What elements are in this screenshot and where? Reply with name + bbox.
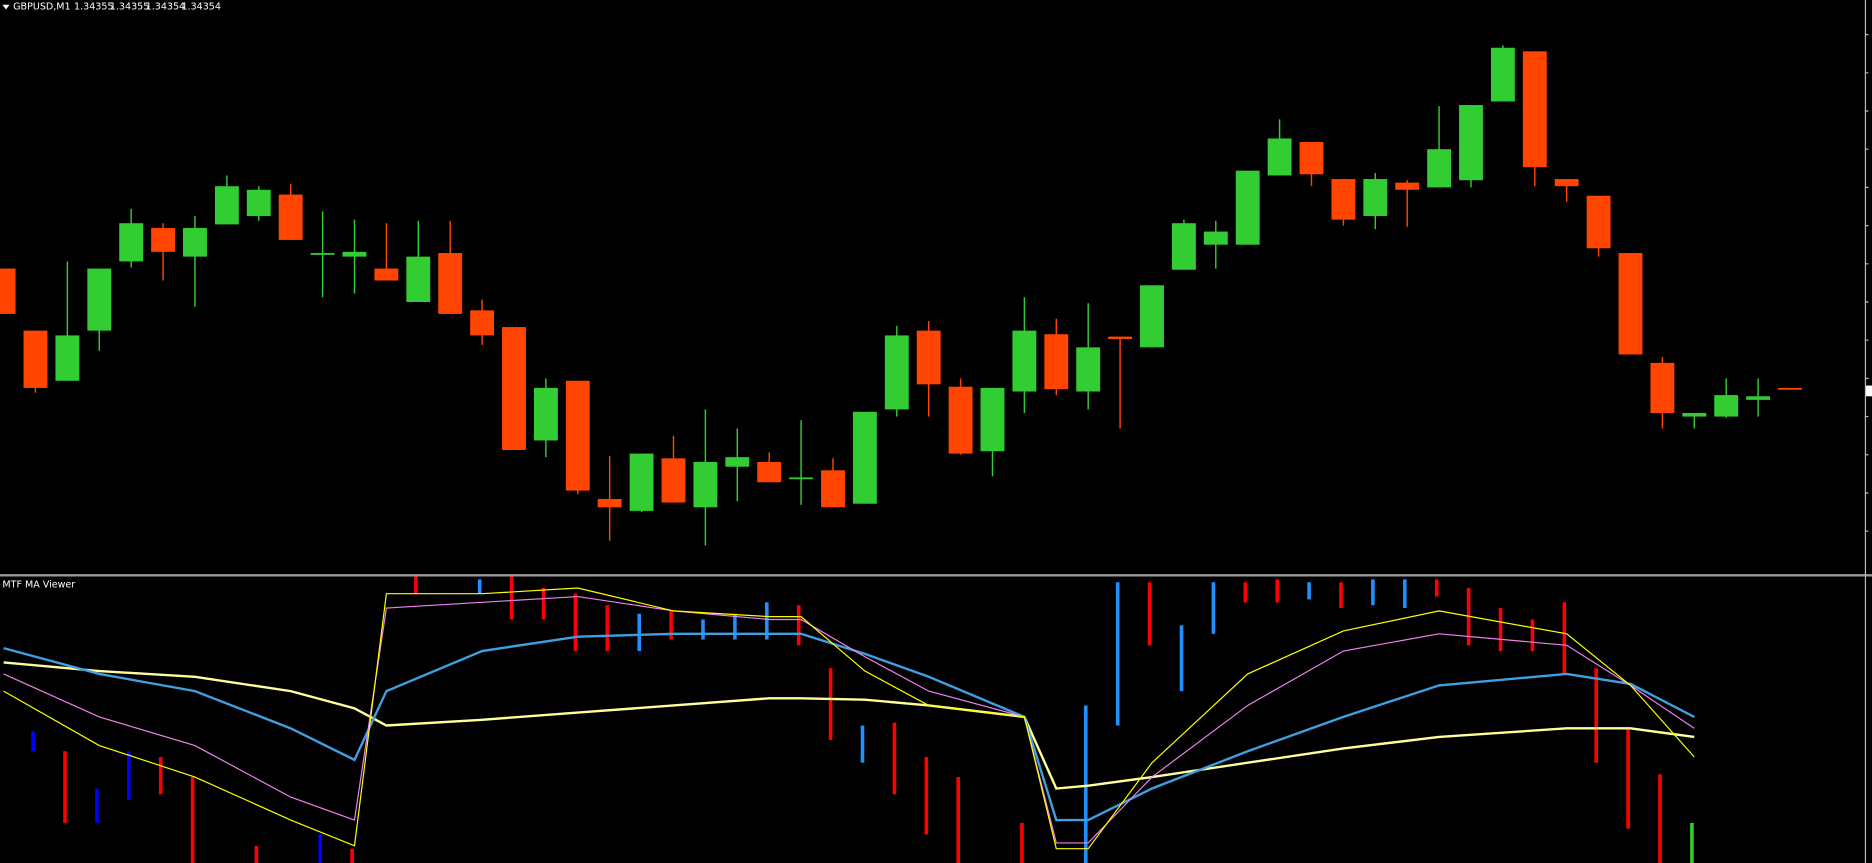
price-marker (1866, 385, 1872, 397)
quote-open: 1.34355 (74, 2, 113, 13)
quote-close: 1.34354 (181, 2, 220, 13)
candle-body (1682, 412, 1707, 417)
candle-body (23, 330, 48, 388)
candle-body (502, 327, 526, 451)
candle-body (1395, 182, 1420, 190)
quote-low: 1.34354 (146, 2, 185, 13)
candle-body (597, 498, 622, 508)
candle-body (1267, 138, 1292, 176)
candle-body (629, 453, 654, 511)
candle-body (1586, 195, 1611, 249)
candle-body (757, 461, 782, 483)
ma-line (3, 587, 1695, 850)
candle-body (1203, 231, 1228, 245)
candle-body (980, 387, 1005, 452)
candle-body (1490, 47, 1515, 102)
quote-high: 1.34355 (110, 2, 149, 13)
candle-body (278, 194, 303, 240)
price-scale-ticks (1864, 34, 1869, 532)
candle-body (852, 411, 877, 504)
candle-body (1331, 179, 1356, 220)
candle-body (1012, 330, 1037, 392)
candle-body (1108, 336, 1133, 339)
candle-body (661, 458, 686, 503)
indicator-title: MTF MA Viewer (2, 579, 75, 590)
chart-title: GBPUSD,M1 (13, 2, 70, 13)
candle-body (533, 387, 558, 441)
candle-body (246, 189, 271, 217)
candle-body (1650, 362, 1675, 413)
candle-body (119, 223, 144, 262)
candles (0, 45, 1802, 546)
candle-body (1171, 223, 1196, 270)
candle-body (151, 227, 176, 252)
candle-body (183, 227, 207, 257)
candle-body (821, 470, 845, 508)
candle-body (406, 256, 431, 302)
candle-body (1459, 105, 1483, 181)
candle-body (1363, 179, 1388, 217)
candle-body (1140, 285, 1164, 348)
candle-body (1554, 179, 1579, 187)
candle-body (342, 251, 367, 257)
candle-body (884, 335, 909, 410)
ma-line (3, 661, 1695, 790)
candle-body (693, 461, 718, 508)
candle-body (1618, 253, 1643, 355)
candle-body (565, 380, 590, 491)
candle-body (374, 268, 399, 281)
candle-body (1746, 396, 1771, 400)
candle-body (1522, 51, 1547, 168)
candle-body (1044, 334, 1069, 390)
candle-body (1235, 170, 1260, 245)
candle-body (1076, 347, 1101, 392)
candle-body (1299, 142, 1324, 175)
candle-body (310, 253, 335, 255)
candle-body (0, 268, 16, 314)
candle-body (87, 268, 112, 331)
dropdown-arrow[interactable] (2, 4, 10, 10)
candle-body (1427, 149, 1452, 188)
candle-body (789, 477, 814, 480)
candle-body (948, 386, 973, 454)
candle-body (1714, 395, 1739, 417)
indicator (3, 576, 1695, 863)
candle-body (55, 335, 80, 381)
candle-body (1778, 387, 1802, 390)
candle-body (725, 457, 750, 467)
candle-body (916, 330, 941, 385)
candle-body (438, 253, 463, 314)
candle-body (214, 186, 239, 225)
ma-line (3, 632, 1695, 822)
candle-body (470, 310, 495, 336)
ma-line (3, 595, 1695, 844)
